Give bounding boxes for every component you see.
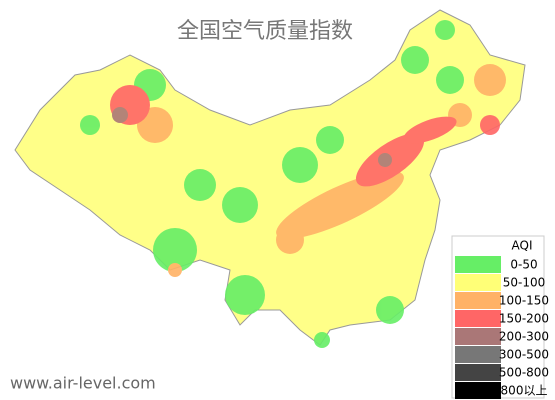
site-url: www.air-level.com bbox=[10, 374, 156, 393]
region bbox=[184, 169, 216, 201]
legend-label: 300-500 bbox=[499, 348, 549, 362]
legend-swatch bbox=[455, 274, 501, 291]
page-title: 全国空气质量指数 bbox=[177, 19, 353, 44]
region bbox=[316, 126, 344, 154]
region bbox=[168, 263, 182, 277]
region bbox=[222, 187, 258, 223]
region bbox=[282, 147, 318, 183]
legend-swatch bbox=[455, 292, 501, 309]
legend-swatch bbox=[455, 382, 501, 399]
region bbox=[474, 64, 506, 96]
legend-label: 800以上 bbox=[501, 384, 548, 398]
legend-label: 50-100 bbox=[503, 276, 546, 290]
region bbox=[378, 153, 392, 167]
legend-title: AQI bbox=[512, 239, 533, 253]
region bbox=[480, 115, 500, 135]
aqi-regions bbox=[80, 20, 506, 348]
legend: AQI 0-50 50-100 100-150 150-200 200-300 300-5… bbox=[451, 235, 549, 399]
region bbox=[153, 228, 197, 272]
legend-label: 0-50 bbox=[510, 258, 537, 272]
legend-label: 150-200 bbox=[499, 312, 549, 326]
region bbox=[403, 116, 457, 144]
legend-swatch bbox=[455, 256, 501, 273]
legend-label: 500-800 bbox=[499, 366, 549, 380]
china-map bbox=[14, 9, 526, 348]
legend-label: 200-300 bbox=[499, 330, 549, 344]
region bbox=[436, 66, 464, 94]
region bbox=[435, 20, 455, 40]
legend-swatch bbox=[455, 328, 501, 345]
legend-label: 100-150 bbox=[499, 294, 549, 308]
region bbox=[276, 171, 404, 239]
region bbox=[376, 296, 404, 324]
legend-swatch bbox=[455, 364, 501, 381]
region bbox=[225, 275, 265, 315]
region bbox=[276, 226, 304, 254]
region bbox=[112, 107, 128, 123]
legend-swatch bbox=[455, 346, 501, 363]
country-outline bbox=[14, 9, 526, 346]
region bbox=[401, 46, 429, 74]
legend-swatch bbox=[455, 310, 501, 327]
region bbox=[80, 115, 100, 135]
region bbox=[314, 332, 330, 348]
